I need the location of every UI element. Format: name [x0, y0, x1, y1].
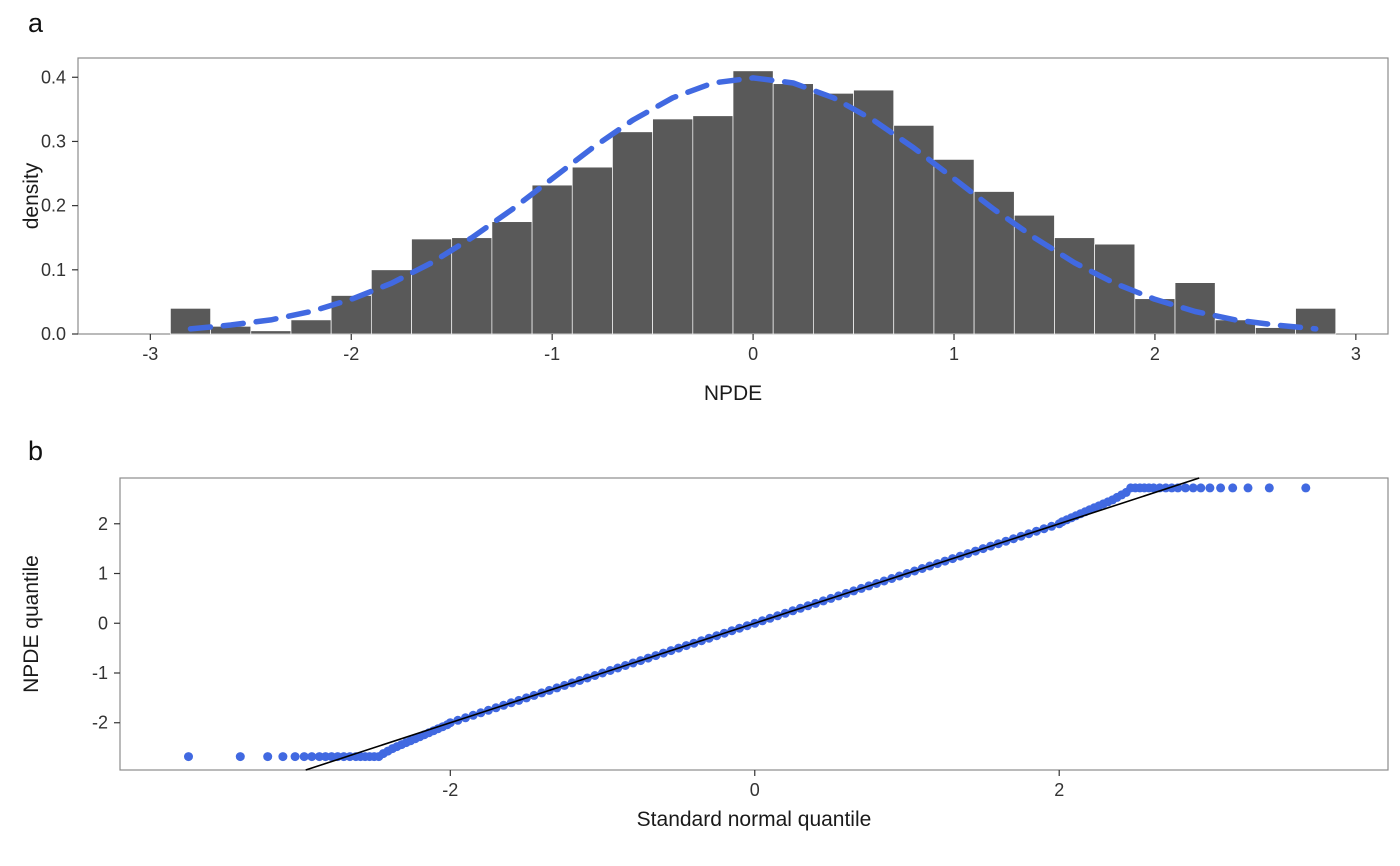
- svg-text:1: 1: [98, 564, 108, 584]
- svg-text:3: 3: [1351, 344, 1361, 364]
- svg-text:0.4: 0.4: [41, 67, 66, 87]
- svg-text:0: 0: [748, 344, 758, 364]
- svg-text:-2: -2: [92, 713, 108, 733]
- qq-plot: -2 0 2 -2 -1 0 1 2: [92, 477, 1389, 800]
- panel-b-label: b: [28, 436, 44, 466]
- svg-text:2: 2: [1054, 780, 1064, 800]
- svg-text:0.3: 0.3: [41, 131, 66, 151]
- svg-text:-1: -1: [92, 663, 108, 683]
- histogram-x-axis-title: NPDE: [703, 382, 763, 405]
- svg-text:-1: -1: [544, 344, 560, 364]
- svg-text:0: 0: [750, 780, 760, 800]
- svg-text:2: 2: [98, 514, 108, 534]
- histogram-y-axis-title: density: [20, 162, 43, 230]
- svg-text:-2: -2: [442, 780, 458, 800]
- svg-text:0.2: 0.2: [41, 196, 66, 216]
- svg-text:-2: -2: [343, 344, 359, 364]
- svg-text:0.1: 0.1: [41, 260, 66, 280]
- qq-x-axis-title: Standard normal quantile: [636, 808, 872, 831]
- panel-a-label: a: [28, 8, 44, 38]
- svg-text:1: 1: [949, 344, 959, 364]
- svg-text:-3: -3: [142, 344, 158, 364]
- histogram-plot: -3 -2 -1 0 1 2 3 0.0 0.1 0.2 0.3 0.4: [41, 57, 1389, 364]
- qq-y-axis-title: NPDE quantile: [20, 555, 43, 693]
- svg-text:0.0: 0.0: [41, 324, 66, 344]
- svg-text:2: 2: [1150, 344, 1160, 364]
- svg-text:0: 0: [98, 613, 108, 633]
